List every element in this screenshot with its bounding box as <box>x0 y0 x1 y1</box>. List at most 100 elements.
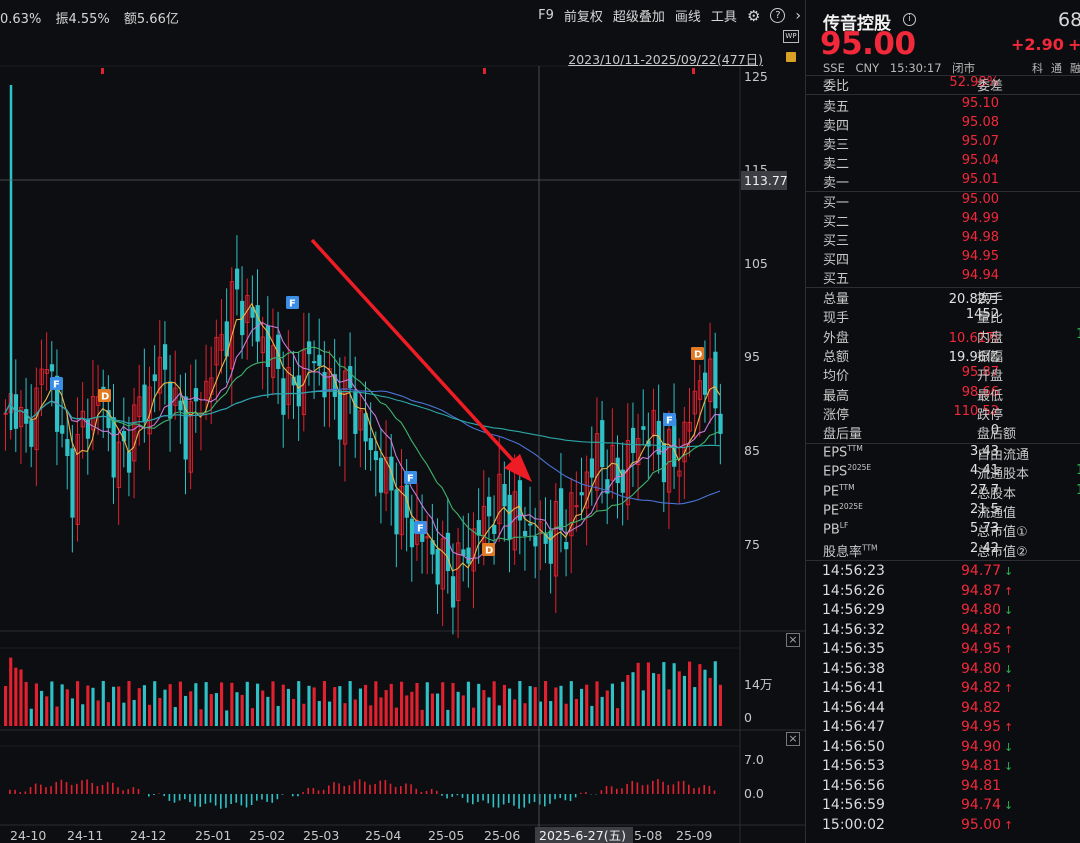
volume-bar <box>477 683 481 726</box>
bid-level-label: 买五 <box>823 272 850 287</box>
macd-bar <box>667 785 670 794</box>
macd-bar <box>605 786 608 794</box>
candle-body <box>651 409 656 436</box>
volume-bar <box>379 697 383 726</box>
adjust-price-button[interactable]: 前复权 <box>563 10 603 25</box>
turnover-amount: 额5.66亿 <box>123 12 179 27</box>
candle-body <box>373 451 379 461</box>
lock-icon[interactable] <box>786 52 796 62</box>
volume-bar <box>616 708 620 726</box>
volume-bar <box>137 688 141 726</box>
macd-bar <box>266 794 268 802</box>
macd-bar <box>379 780 382 794</box>
volume-bar <box>533 687 537 726</box>
stat-row: 现手 1452 量比 <box>806 307 1080 326</box>
macd-bar <box>554 794 556 800</box>
candle-body <box>44 369 49 374</box>
arrow-down-icon: ↓ <box>1004 799 1014 812</box>
event-marker-label: F <box>666 416 673 427</box>
macd-bar <box>348 785 351 794</box>
order-ratio-row: 委比 52.98% 委差 <box>823 75 1004 94</box>
candle-body <box>610 444 615 481</box>
tools-button[interactable]: 工具 <box>710 10 737 25</box>
macd-bar <box>610 786 613 794</box>
candle-body <box>636 438 641 466</box>
volume-bar <box>574 698 578 726</box>
tick-time: 14:56:59 <box>822 797 885 813</box>
volume-bar <box>132 699 136 726</box>
stat-row-value: 95.87 <box>961 365 999 381</box>
f9-button[interactable]: F9 <box>538 8 554 23</box>
candle-body <box>29 420 34 447</box>
draw-line-button[interactable]: 画线 <box>674 10 701 25</box>
date-axis-label: 25-04 <box>365 828 401 843</box>
volume-bar <box>425 682 429 726</box>
date-range-link[interactable]: 2023/10/11-2025/09/22(477日) <box>568 52 763 67</box>
candle-body <box>486 496 492 517</box>
wp-badge[interactable]: WP <box>783 30 799 43</box>
volume-bar <box>693 687 697 726</box>
macd-bar <box>333 782 335 794</box>
candle-body <box>713 351 718 409</box>
candle-body <box>708 358 713 403</box>
candle-body <box>692 390 697 415</box>
volume-bar <box>9 657 13 726</box>
bid-level: 买三 94.98 <box>806 230 1080 249</box>
candle-body <box>450 576 456 608</box>
macd-bar <box>122 790 124 794</box>
super-overlay-button[interactable]: 超级叠加 <box>612 10 665 25</box>
question-icon[interactable]: ? <box>770 8 786 23</box>
volume-bar <box>430 693 434 726</box>
close-macd-pane-icon[interactable]: × <box>786 732 800 746</box>
macd-bar <box>425 790 428 794</box>
candle-body <box>677 470 682 477</box>
macd-bar <box>235 794 238 803</box>
volume-bar <box>189 691 193 726</box>
currency: CNY <box>855 61 880 75</box>
bid-level-value: 94.99 <box>961 211 999 226</box>
change-percent: 0.63% <box>0 12 42 27</box>
tick-time: 14:56:26 <box>822 582 885 599</box>
volume-bar <box>652 673 656 726</box>
macd-bar <box>91 782 94 794</box>
volume-bar <box>220 682 224 726</box>
macd-bar <box>580 792 582 794</box>
stat-row-label: 最高 <box>823 388 850 404</box>
volume-bar <box>569 681 573 726</box>
fundamental-row-label: PE2025E <box>823 501 863 519</box>
macd-bar <box>220 794 222 809</box>
close-volume-pane-icon[interactable]: × <box>786 633 800 647</box>
macd-bar <box>148 794 150 797</box>
volume-bar <box>333 687 337 726</box>
macd-bar <box>364 781 366 794</box>
volume-bar <box>436 693 440 726</box>
candle-body <box>286 367 291 405</box>
volume-bar <box>544 681 548 726</box>
volume-bar <box>276 705 280 726</box>
gear-icon[interactable]: ⚙ <box>746 6 761 25</box>
macd-bar <box>682 780 685 794</box>
volume-bar <box>307 685 311 726</box>
macd-bar <box>184 794 186 800</box>
ask-level-value: 95.04 <box>961 153 999 168</box>
candle-body <box>425 536 430 539</box>
macd-bar <box>616 788 618 794</box>
volume-bar <box>513 699 517 726</box>
event-marker-label: F <box>289 299 296 310</box>
macd-bar <box>343 786 346 794</box>
arrow-down-icon: ↓ <box>1004 662 1014 676</box>
candle-body <box>188 401 193 473</box>
stat-row: 盘后量 0 盘后额 <box>806 423 1080 442</box>
candle-body <box>116 441 121 488</box>
tick-price: 94.87 <box>961 582 1002 599</box>
arrow-up-icon: ↑ <box>1004 721 1014 734</box>
info-icon[interactable]: i <box>903 13 916 26</box>
macd-bar <box>112 782 114 794</box>
tick-row: 14:56:38 94.80 ↓ <box>806 661 1080 681</box>
macd-bar <box>163 794 166 797</box>
tick-row: 14:56:53 94.81 ↓ <box>806 758 1080 778</box>
chevron-right-icon[interactable]: › <box>795 7 801 24</box>
